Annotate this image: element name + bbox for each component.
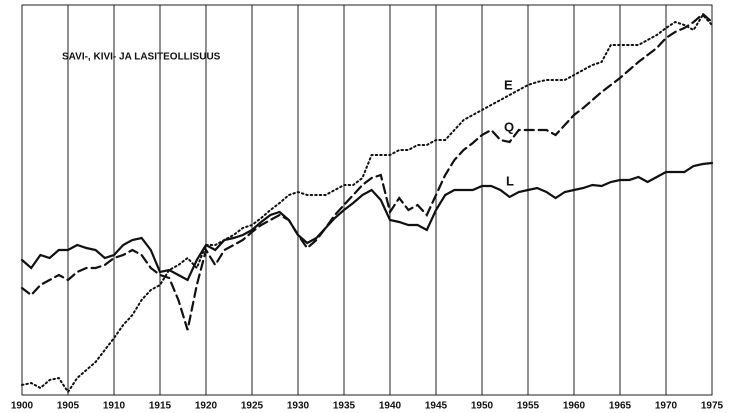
- x-tick-label: 1960: [563, 401, 586, 412]
- x-tick-label: 1920: [195, 401, 218, 412]
- x-tick-label: 1930: [287, 401, 310, 412]
- series-label: L: [506, 173, 514, 188]
- series-line: [20, 12, 714, 331]
- x-tick-label: 1935: [333, 401, 356, 412]
- x-tick-label: 1950: [471, 401, 494, 412]
- series-label: E: [504, 77, 513, 92]
- x-tick-label: 1970: [655, 401, 678, 412]
- series-line: [21, 13, 713, 394]
- x-tick-label: 1940: [379, 401, 402, 412]
- x-tick-label: 1910: [103, 401, 126, 412]
- x-tick-label: 1945: [425, 401, 448, 412]
- x-tick-label: 1905: [57, 401, 80, 412]
- x-tick-label: 1955: [517, 401, 540, 412]
- x-tick-label: 1965: [609, 401, 632, 412]
- x-tick-label: 1925: [241, 401, 264, 412]
- x-tick-label: 1975: [701, 401, 724, 412]
- x-tick-label: 1915: [149, 401, 172, 412]
- series-line: [20, 161, 714, 282]
- chart-title: SAVI-, KIVI- JA LASITEOLLISUUS: [62, 52, 221, 63]
- x-tick-label: 1900: [11, 401, 34, 412]
- plot-frame: [21, 4, 713, 396]
- series-label: Q: [504, 119, 514, 134]
